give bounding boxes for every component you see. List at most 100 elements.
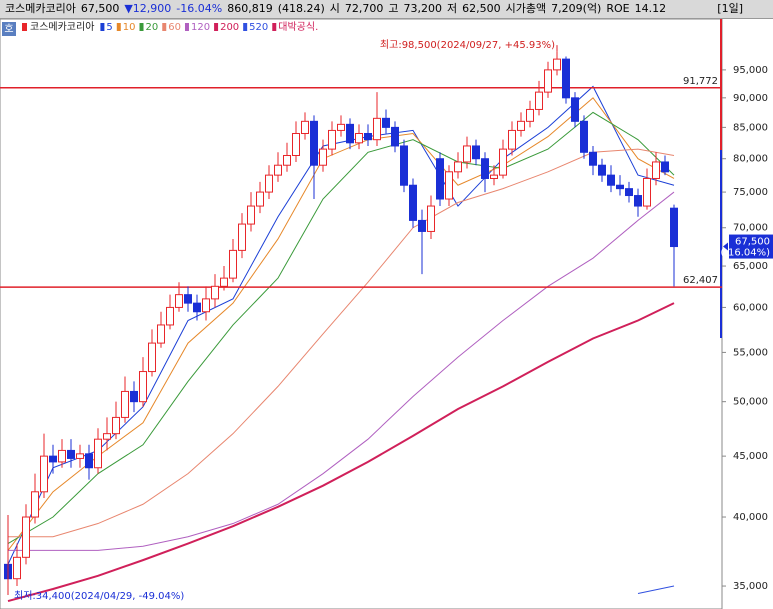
candle-body — [616, 184, 624, 190]
legend-label: 200 — [220, 22, 239, 33]
candle-body — [85, 453, 93, 469]
moving-average — [637, 585, 675, 594]
candle-body — [247, 205, 255, 225]
candle-body — [103, 433, 111, 440]
candle-body — [301, 120, 309, 134]
candle-body — [490, 174, 498, 179]
header-item: 860,819 — [227, 2, 273, 15]
header-item: 시가총액 — [505, 2, 547, 15]
candle-body — [328, 129, 336, 150]
candle-body — [607, 174, 615, 186]
candle-body — [373, 117, 381, 141]
price-line-label: 62,407 — [683, 275, 718, 286]
price-line-label: 91,772 — [683, 76, 718, 87]
candle-body — [445, 171, 453, 200]
legend-swatch — [22, 23, 27, 31]
legend-label: 10 — [123, 22, 136, 33]
candle-body — [157, 324, 165, 344]
header-item: 62,500 — [462, 2, 501, 15]
period-button[interactable]: [1일] — [717, 2, 743, 15]
candle-body — [346, 123, 354, 144]
moving-average — [8, 191, 675, 551]
candle-body — [175, 294, 183, 308]
candle-body — [499, 148, 507, 176]
legend-label: 코스메카코리아 — [30, 21, 94, 33]
legend-swatch — [116, 23, 121, 31]
legend-swatch — [214, 23, 219, 31]
legend-label: 5 — [106, 22, 112, 33]
y-tick-label: 70,000 — [733, 223, 768, 234]
moving-average — [7, 97, 675, 551]
price-tag-change: (-16.04%) — [720, 248, 770, 259]
annotation: 최저:34,400(2024/04/29, -49.04%) — [14, 590, 184, 602]
candle-body — [355, 132, 363, 144]
legend-swatch — [272, 23, 277, 31]
price-tag — [729, 234, 773, 259]
candle-body — [634, 195, 642, 207]
y-tick-label: 95,000 — [733, 65, 768, 76]
header-item: (418.24) — [277, 2, 325, 15]
legend-label: 60 — [168, 22, 181, 33]
candle-body — [652, 161, 660, 179]
chart: 호 35,000 40,000 45,000 50,000 55,000 60,000 65… — [0, 19, 773, 609]
candle-body — [283, 154, 291, 166]
candle-body — [31, 491, 39, 518]
candle-body — [337, 123, 345, 131]
candle-body — [256, 191, 264, 207]
legend-swatch — [162, 23, 167, 31]
header-item: ▼12,900 — [124, 2, 172, 15]
y-tick-label: 65,000 — [733, 261, 768, 272]
annotation: 최고:98,500(2024/09/27, +45.93%) — [380, 39, 555, 51]
candle-body — [40, 455, 48, 493]
candle-body — [184, 294, 192, 304]
candle-body — [220, 277, 228, 287]
y-tick-label: 50,000 — [733, 397, 768, 408]
y-tick-label: 75,000 — [733, 187, 768, 198]
candle-body — [625, 188, 633, 197]
candle-body — [130, 390, 138, 403]
header-item: 67,500 — [80, 2, 120, 15]
legend-swatch — [184, 23, 189, 31]
candle-body — [481, 158, 489, 179]
side-tab-box[interactable] — [2, 22, 16, 36]
price-tag-arrow — [723, 242, 728, 251]
candle-body — [76, 453, 84, 459]
header-item: 14.12 — [634, 2, 667, 15]
candle-body — [310, 120, 318, 166]
candle-body — [202, 298, 210, 313]
candle-body — [229, 249, 237, 279]
legend-label: 20 — [146, 22, 159, 33]
header-item: ROE — [606, 2, 630, 15]
header-items: 코스메카코리아 67,500 ▼12,900 -16.04% 860,819 (418.2… — [0, 2, 666, 15]
candle-body — [274, 164, 282, 176]
candle-body — [13, 556, 21, 580]
candle-body — [265, 174, 273, 193]
legend-label: 120 — [191, 22, 210, 33]
candle-body — [598, 164, 606, 176]
y-tick-label: 35,000 — [733, 581, 768, 592]
y-tick-label: 60,000 — [733, 302, 768, 313]
moving-average — [7, 85, 675, 565]
candle-body — [364, 132, 372, 141]
candle-body — [193, 302, 201, 313]
header-item: 7,209(억) — [551, 2, 602, 15]
header-item: 시 — [329, 2, 340, 15]
candle-body — [58, 449, 66, 463]
candle-body — [454, 161, 462, 173]
candle-body — [139, 371, 147, 403]
y-tick-label: 85,000 — [733, 122, 768, 133]
candle-body — [472, 145, 480, 160]
candle-body — [211, 285, 219, 300]
candle-body — [67, 449, 75, 459]
candle-body — [544, 69, 552, 93]
candle-body — [292, 132, 300, 156]
candle-body — [94, 438, 102, 469]
moving-average — [7, 302, 675, 602]
candle-body — [382, 117, 390, 128]
legend-label: 대박공식. — [278, 21, 318, 33]
price-tag-label: 67,500 — [735, 237, 770, 248]
candle-body — [409, 184, 417, 221]
candle-body — [319, 148, 327, 166]
side-tab[interactable]: 호 — [4, 23, 13, 35]
legend-swatch — [243, 23, 248, 31]
